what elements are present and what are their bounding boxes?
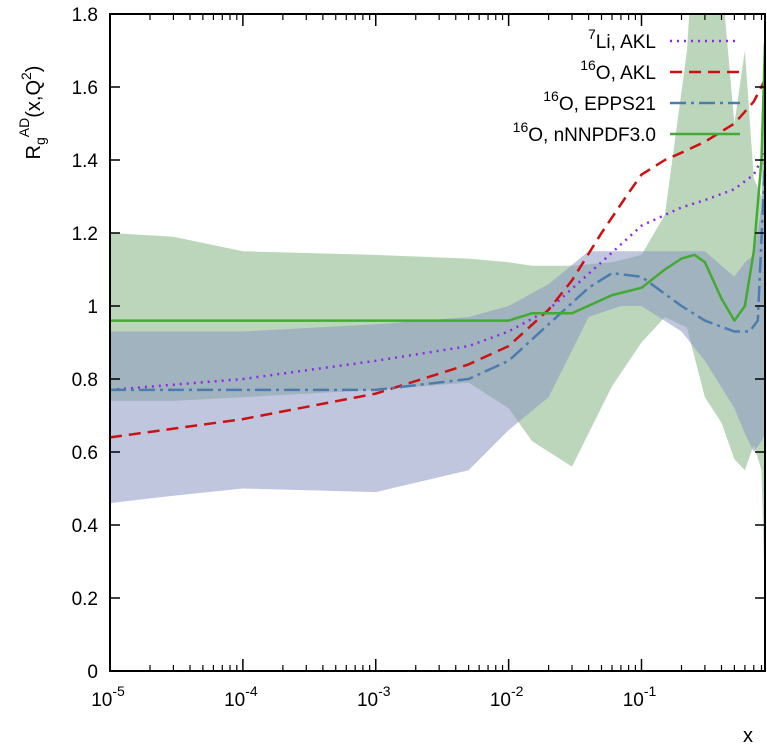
y-title-sub: g [32, 137, 48, 145]
axis-ticks [109, 13, 765, 672]
y-axis-title: RgAD(x,Q2) [16, 66, 48, 160]
band-1 [110, 141, 765, 504]
series-line-3 [110, 43, 765, 322]
x-tick-label-0: 10-5 [91, 683, 125, 711]
tick-labels: 0 0.2 0.4 0.6 0.8 1 1.2 1.4 1.6 1.8 10-5 10-4 10-3 10… [72, 5, 657, 711]
x-tick-label-3: 10-2 [490, 683, 524, 711]
legend-label-3: 16O, nNNPDF3.0 [513, 119, 656, 146]
y-title-base: R [23, 145, 45, 159]
y-title-args-end: ) [23, 66, 45, 73]
x-axis-title: x [743, 725, 753, 747]
x-tick-label-1: 10-4 [224, 683, 258, 711]
y-tick-label-9: 1.8 [72, 5, 98, 26]
y-title-sup: AD [16, 118, 32, 137]
x-tick-label-2: 10-3 [357, 683, 391, 711]
series-line-0 [110, 152, 765, 392]
y-title-args: (x,Q [23, 80, 45, 118]
uncertainty-bands [110, 14, 765, 598]
series-line-2 [110, 159, 765, 392]
legend-label-0: 7Li, AKL [588, 26, 656, 53]
series-lines [110, 43, 765, 439]
y-tick-label-6: 1.2 [72, 224, 98, 245]
y-tick-label-1: 0.2 [72, 589, 98, 610]
y-tick-label-4: 0.8 [72, 370, 98, 391]
legend: 7Li, AKL 16O, AKL 16O, EPPS21 16O, nNNPDF3.… [513, 26, 740, 146]
y-tick-label-5: 1 [87, 297, 98, 318]
y-tick-label-3: 0.6 [72, 443, 98, 464]
band-0 [110, 14, 765, 598]
y-tick-label-8: 1.6 [72, 78, 98, 99]
y-tick-label-2: 0.4 [72, 516, 99, 537]
y-tick-label-0: 0 [87, 662, 98, 683]
y-title-args-sup: 2 [18, 72, 34, 80]
x-tick-label-4: 10-1 [623, 683, 657, 711]
y-tick-label-7: 1.4 [72, 151, 99, 172]
plot-frame [109, 13, 766, 672]
legend-label-2: 16O, EPPS21 [543, 88, 656, 115]
legend-label-1: 16O, AKL [580, 57, 656, 84]
